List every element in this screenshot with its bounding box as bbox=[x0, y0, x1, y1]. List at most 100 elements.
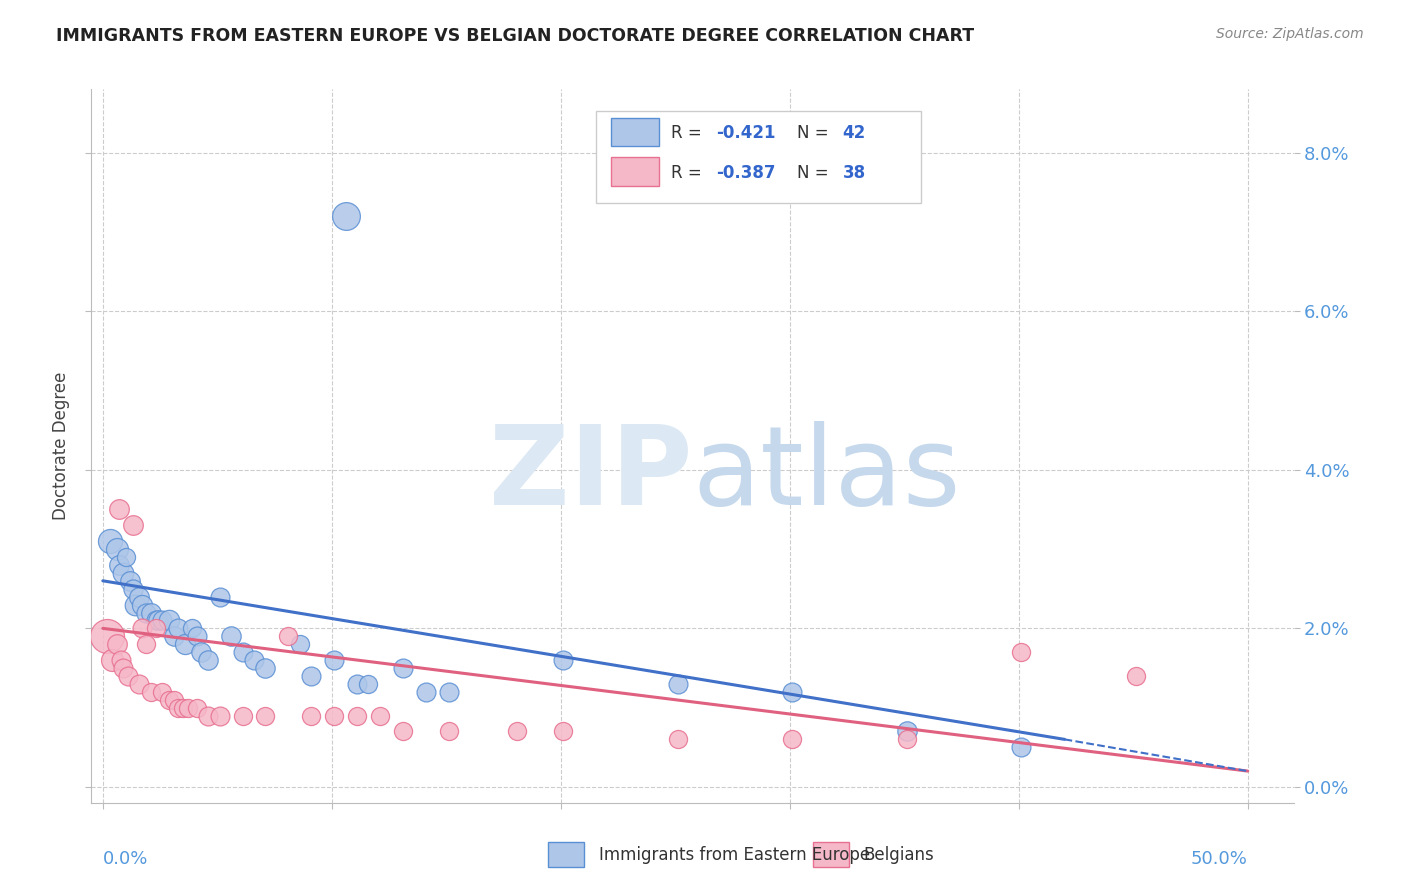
Point bbox=[110, 653, 132, 667]
Point bbox=[208, 590, 231, 604]
Point bbox=[323, 653, 346, 667]
Text: 0.0%: 0.0% bbox=[103, 850, 148, 869]
Point bbox=[145, 614, 167, 628]
Point bbox=[277, 629, 299, 643]
Point bbox=[896, 724, 918, 739]
Point bbox=[357, 677, 380, 691]
Text: atlas: atlas bbox=[692, 421, 960, 528]
Point bbox=[108, 558, 131, 572]
Point bbox=[208, 708, 231, 723]
Point bbox=[415, 685, 437, 699]
Text: N =: N = bbox=[797, 164, 834, 182]
Point bbox=[551, 653, 574, 667]
Point bbox=[181, 621, 204, 635]
Point bbox=[299, 669, 322, 683]
Point bbox=[163, 692, 186, 706]
FancyBboxPatch shape bbox=[813, 842, 849, 867]
Point bbox=[299, 708, 322, 723]
Point bbox=[121, 582, 143, 596]
FancyBboxPatch shape bbox=[610, 157, 659, 186]
Point bbox=[1010, 740, 1032, 755]
Point bbox=[108, 502, 131, 516]
Point bbox=[288, 637, 311, 651]
Point bbox=[174, 637, 197, 651]
Point bbox=[124, 598, 146, 612]
Point bbox=[506, 724, 529, 739]
Point bbox=[231, 645, 253, 659]
Point bbox=[114, 549, 136, 564]
Point bbox=[780, 732, 803, 747]
FancyBboxPatch shape bbox=[610, 118, 659, 146]
Point bbox=[391, 724, 413, 739]
Point bbox=[896, 732, 918, 747]
Point bbox=[131, 621, 153, 635]
FancyBboxPatch shape bbox=[548, 842, 585, 867]
Point bbox=[437, 685, 460, 699]
Point bbox=[157, 614, 180, 628]
Point bbox=[128, 677, 150, 691]
Text: 42: 42 bbox=[842, 125, 866, 143]
Text: Belgians: Belgians bbox=[863, 846, 934, 863]
Point bbox=[346, 708, 368, 723]
Point bbox=[120, 574, 142, 588]
Point bbox=[96, 629, 118, 643]
Point bbox=[163, 629, 186, 643]
Text: -0.421: -0.421 bbox=[717, 125, 776, 143]
Point bbox=[98, 534, 121, 549]
Text: R =: R = bbox=[671, 125, 707, 143]
Point bbox=[121, 518, 143, 533]
Point bbox=[243, 653, 266, 667]
Point bbox=[139, 606, 162, 620]
Point bbox=[112, 566, 135, 580]
Point bbox=[176, 700, 198, 714]
Point bbox=[335, 209, 357, 223]
Text: ZIP: ZIP bbox=[489, 421, 692, 528]
Point bbox=[1125, 669, 1147, 683]
Point bbox=[101, 653, 124, 667]
Point bbox=[131, 598, 153, 612]
Point bbox=[368, 708, 391, 723]
Point bbox=[437, 724, 460, 739]
Text: 38: 38 bbox=[842, 164, 866, 182]
Point bbox=[105, 542, 128, 557]
Point bbox=[145, 621, 167, 635]
Point bbox=[254, 708, 277, 723]
Point bbox=[219, 629, 242, 643]
Point bbox=[190, 645, 212, 659]
Point bbox=[157, 692, 180, 706]
Point bbox=[231, 708, 253, 723]
Point bbox=[666, 732, 689, 747]
Point bbox=[186, 629, 208, 643]
Point bbox=[139, 685, 162, 699]
Text: -0.387: -0.387 bbox=[717, 164, 776, 182]
Point bbox=[150, 614, 173, 628]
Point bbox=[197, 708, 219, 723]
Point bbox=[197, 653, 219, 667]
Point bbox=[128, 590, 150, 604]
Point bbox=[167, 700, 190, 714]
Point bbox=[150, 685, 173, 699]
Y-axis label: Doctorate Degree: Doctorate Degree bbox=[52, 372, 70, 520]
Point bbox=[167, 621, 190, 635]
Point bbox=[117, 669, 139, 683]
Point bbox=[135, 606, 157, 620]
Text: IMMIGRANTS FROM EASTERN EUROPE VS BELGIAN DOCTORATE DEGREE CORRELATION CHART: IMMIGRANTS FROM EASTERN EUROPE VS BELGIA… bbox=[56, 27, 974, 45]
Point bbox=[172, 700, 194, 714]
Point bbox=[105, 637, 128, 651]
Point bbox=[135, 637, 157, 651]
Point bbox=[112, 661, 135, 675]
Text: Source: ZipAtlas.com: Source: ZipAtlas.com bbox=[1216, 27, 1364, 41]
Point bbox=[666, 677, 689, 691]
Point bbox=[146, 614, 169, 628]
Point bbox=[186, 700, 208, 714]
Point bbox=[323, 708, 346, 723]
Text: Immigrants from Eastern Europe: Immigrants from Eastern Europe bbox=[599, 846, 870, 863]
Point bbox=[346, 677, 368, 691]
Text: N =: N = bbox=[797, 125, 834, 143]
Text: 50.0%: 50.0% bbox=[1191, 850, 1247, 869]
FancyBboxPatch shape bbox=[596, 111, 921, 203]
Text: R =: R = bbox=[671, 164, 707, 182]
Point bbox=[551, 724, 574, 739]
Point bbox=[780, 685, 803, 699]
Point bbox=[254, 661, 277, 675]
